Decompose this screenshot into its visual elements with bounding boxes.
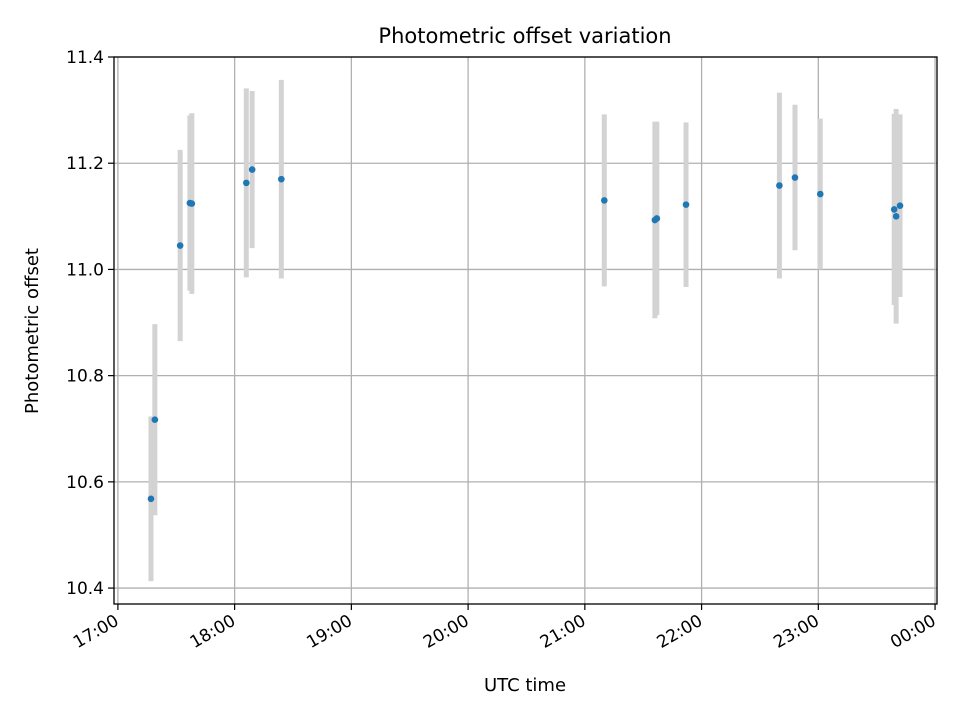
x-tick-label: 17:00 [70,611,122,653]
data-point [147,495,155,503]
data-point [896,202,904,209]
data-point [243,179,250,187]
data-point [890,206,898,213]
y-tick-label: 11.2 [66,154,104,174]
x-tick-label: 21:00 [537,611,589,653]
data-point [176,242,184,249]
data-point [278,175,285,183]
data-point [248,166,256,173]
x-tick-label: 19:00 [303,611,355,653]
x-axis-ticks: 17:00 18:00 19:00 20:00 21:00 22:00 23:00 00:00 [70,604,940,653]
data-point [600,197,608,204]
plot-frame [113,56,938,605]
data-point [653,215,661,222]
data-point [151,416,159,424]
y-tick-label: 10.8 [66,367,104,387]
x-tick-label: 23:00 [770,611,822,653]
chart-title: Photometric offset variation [378,24,671,48]
x-tick-label: 18:00 [187,611,239,653]
y-axis-label: Photometric offset [22,248,43,414]
x-tick-label: 00:00 [887,611,939,653]
data-points [147,166,904,503]
data-point [892,213,900,220]
y-tick-label: 11.0 [66,260,104,280]
grid [114,56,937,604]
y-tick-label: 10.6 [66,473,104,493]
x-tick-label: 22:00 [654,611,706,653]
data-point [188,200,196,207]
y-tick-label: 10.4 [66,579,104,599]
data-point [816,190,824,198]
error-bars [148,79,903,582]
data-point [776,182,783,189]
y-tick-label: 11.4 [66,48,104,68]
data-point [682,201,690,208]
data-point [791,174,799,181]
y-axis-ticks: 10.4 10.6 10.8 11.0 11.2 11.4 [66,48,114,599]
x-tick-label: 20:00 [420,611,472,653]
x-axis-label: UTC time [484,675,566,696]
